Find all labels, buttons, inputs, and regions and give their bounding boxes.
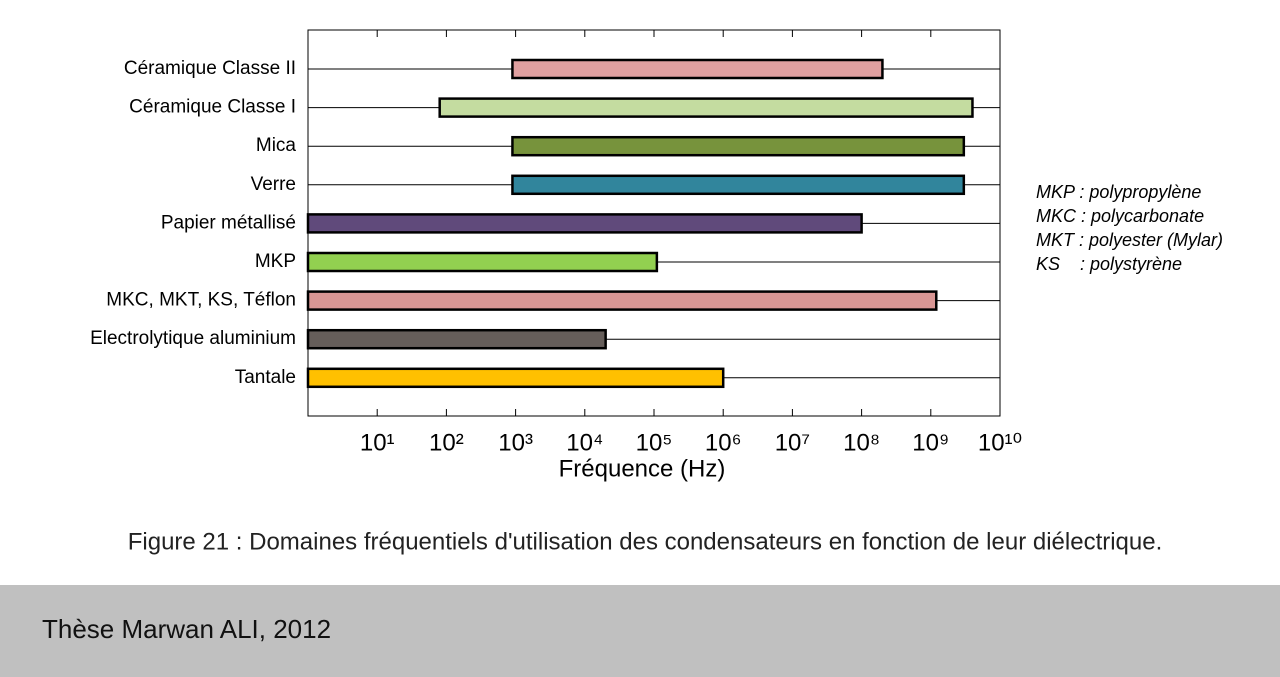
- footer: Thèse Marwan ALI, 2012: [42, 614, 331, 644]
- bar: [438, 97, 974, 118]
- x-axis-label: Fréquence (Hz): [559, 455, 726, 482]
- bar: [306, 328, 607, 350]
- x-tick-label: 10⁹: [912, 429, 949, 456]
- note: MKT : polyester (Mylar): [1036, 230, 1223, 250]
- y-tick-label: Electrolytique aluminium: [90, 328, 296, 349]
- bar: [511, 174, 966, 196]
- y-tick-label: Tantale: [235, 367, 296, 388]
- x-tick-label: 10⁷: [775, 429, 810, 456]
- x-tick-label: 10⁵: [636, 429, 673, 456]
- x-tick-label: 10⁴: [566, 429, 603, 456]
- caption: Figure 21 : Domaines fréquentiels d'util…: [128, 528, 1163, 555]
- x-tick-label: 10⁶: [705, 429, 742, 456]
- y-tick-label: Papier métallisé: [161, 212, 296, 233]
- x-tick-label: 10⁸: [843, 429, 880, 456]
- bar: [306, 213, 863, 234]
- x-tick-label: 10²: [429, 429, 464, 456]
- y-tick-label: Verre: [251, 174, 296, 195]
- y-tick-label: MKP: [255, 251, 296, 272]
- y-tick-label: Céramique Classe II: [124, 58, 296, 79]
- note: KS : polystyrène: [1036, 254, 1182, 274]
- footer-band: [0, 585, 1280, 677]
- bar: [511, 135, 966, 157]
- x-tick-label: 10³: [498, 429, 533, 456]
- bar: [511, 58, 884, 80]
- x-tick-label: 10¹⁰: [978, 429, 1022, 456]
- y-tick-label: Céramique Classe I: [129, 97, 296, 118]
- y-tick-label: Mica: [256, 135, 297, 156]
- y-tick-label: MKC, MKT, KS, Téflon: [106, 290, 296, 311]
- bar: [306, 290, 938, 311]
- note: MKC : polycarbonate: [1036, 206, 1204, 226]
- bar: [306, 367, 725, 389]
- note: MKP : polypropylène: [1036, 182, 1201, 202]
- bar: [306, 251, 659, 273]
- x-tick-label: 10¹: [360, 429, 395, 456]
